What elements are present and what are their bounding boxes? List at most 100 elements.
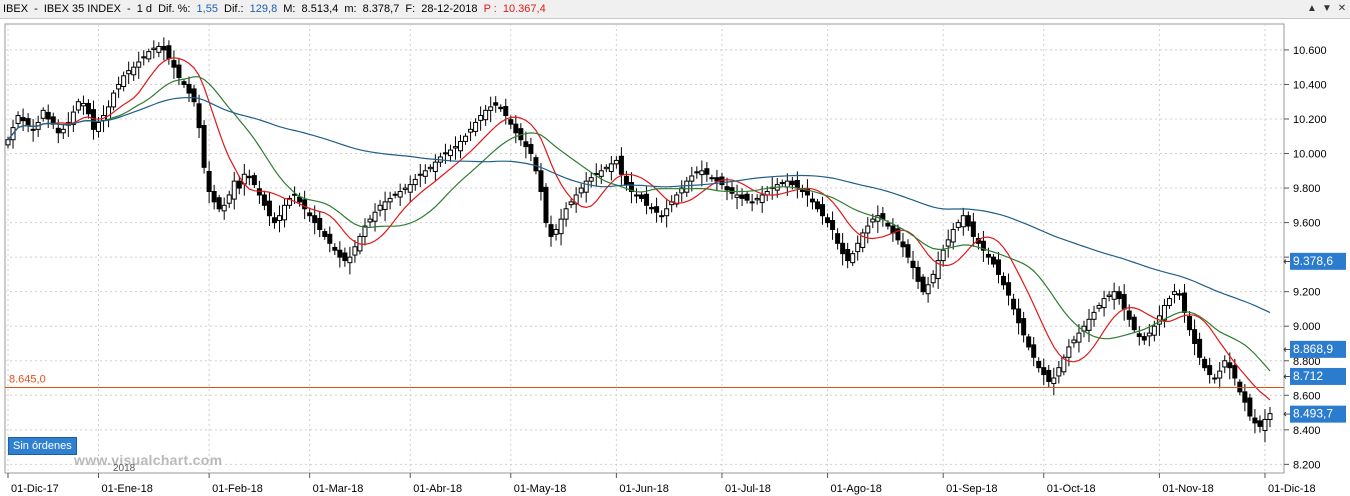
x-tick-label: 01-Dic-17 — [11, 483, 59, 495]
diff-pct-label: Dif. %: — [158, 3, 191, 15]
candle-body — [1051, 377, 1057, 385]
candle-body — [809, 198, 815, 203]
candle-body — [412, 178, 418, 186]
candle-body — [277, 215, 283, 222]
candle-body — [573, 194, 579, 205]
candle-body — [1141, 336, 1147, 341]
candle-body — [55, 127, 61, 134]
candle-body — [729, 187, 735, 194]
y-tick-label: 9.600 — [1293, 218, 1321, 230]
candle-body — [141, 56, 147, 59]
candle-body — [995, 259, 1001, 275]
y-tick-label: 8.800 — [1293, 356, 1321, 368]
candle-body — [1267, 413, 1273, 420]
candle-body — [699, 170, 705, 176]
candle-body — [1146, 332, 1152, 337]
price-tag-label: 9.378,6 — [1293, 254, 1333, 268]
candle-body — [1207, 365, 1213, 376]
candle-body — [885, 222, 891, 227]
candle-body — [1091, 311, 1097, 320]
candle-body — [211, 191, 217, 203]
candle-body — [186, 83, 192, 94]
candle-body — [508, 119, 514, 125]
candle-body — [623, 175, 629, 186]
candle-body — [749, 201, 755, 204]
y-tick-label: 8.400 — [1293, 425, 1321, 437]
candlestick-chart[interactable]: 10.60010.40010.20010.0009.8009.6009.4009… — [0, 18, 1350, 496]
candle-body — [915, 266, 921, 282]
candle-body — [181, 81, 187, 85]
candle-body — [1262, 418, 1268, 432]
candle-body — [1202, 358, 1208, 369]
candle-body — [709, 177, 715, 180]
y-tick-label: 10.600 — [1293, 45, 1327, 57]
candle-body — [1166, 298, 1172, 306]
candle-body — [1031, 344, 1037, 358]
candle-body — [111, 92, 117, 108]
candle-body — [633, 194, 639, 197]
candle-body — [236, 180, 242, 189]
candle-body — [1237, 381, 1243, 393]
x-tick-label: 01-May-18 — [514, 483, 567, 495]
candle-body — [628, 182, 634, 193]
candle-body — [799, 189, 805, 193]
candle-body — [382, 201, 388, 210]
candle-body — [744, 193, 750, 201]
p-label: P : — [483, 3, 497, 15]
date-value: 28-12-2018 — [421, 3, 478, 15]
candle-body — [503, 106, 509, 117]
y-tick-label: 9.000 — [1293, 321, 1321, 333]
candle-body — [603, 166, 609, 170]
candle-body — [347, 256, 353, 264]
candle-body — [15, 115, 21, 124]
orders-badge[interactable]: Sin órdenes — [8, 437, 77, 455]
candle-body — [452, 146, 458, 149]
candle-body — [287, 197, 293, 206]
max-value: 8.513,4 — [301, 3, 339, 15]
candle-body — [1136, 333, 1142, 338]
candle-body — [1192, 329, 1198, 344]
candle-body — [191, 88, 197, 103]
candle-body — [1197, 338, 1203, 358]
candle-body — [1252, 417, 1258, 424]
candle-body — [704, 168, 710, 175]
candle-body — [463, 135, 469, 142]
candle-body — [151, 47, 157, 51]
scroll-down-button[interactable]: ▼ — [1322, 3, 1332, 14]
candle-body — [206, 170, 212, 193]
candle-body — [131, 66, 137, 76]
candle-body — [990, 256, 996, 265]
candle-body — [835, 233, 841, 244]
candle-body — [1212, 377, 1218, 380]
candle-body — [1151, 325, 1157, 336]
chart-header: IBEX - IBEX 35 INDEX - 1 d Dif. %: 1,55 … — [0, 0, 1350, 19]
candle-body — [25, 118, 31, 127]
candle-body — [1187, 316, 1193, 331]
candle-body — [855, 242, 861, 253]
candle-body — [895, 228, 901, 241]
y-tick-label: 10.400 — [1293, 79, 1327, 91]
candle-body — [50, 116, 56, 125]
candle-body — [322, 231, 328, 237]
candle-body — [201, 125, 207, 168]
date-label: F: — [405, 3, 416, 15]
candle-body — [422, 170, 428, 177]
candle-body — [80, 102, 86, 107]
scroll-up-button[interactable]: ▲ — [1307, 3, 1317, 14]
candle-body — [1257, 420, 1263, 427]
candle-body — [377, 204, 383, 211]
close-button[interactable]: ✕ — [1337, 3, 1347, 14]
y-tick-label: 10.000 — [1293, 149, 1327, 161]
candle-body — [1182, 292, 1188, 313]
candle-body — [20, 117, 26, 122]
candle-body — [1111, 291, 1117, 300]
candle-body — [402, 187, 408, 190]
candle-body — [1171, 291, 1177, 295]
candle-body — [447, 149, 453, 157]
candle-body — [271, 217, 277, 224]
candle-body — [588, 177, 594, 182]
candle-body — [478, 115, 484, 121]
x-tick-label: 01-Ene-18 — [102, 483, 153, 495]
candle-body — [825, 217, 831, 224]
candle-body — [1116, 291, 1122, 300]
